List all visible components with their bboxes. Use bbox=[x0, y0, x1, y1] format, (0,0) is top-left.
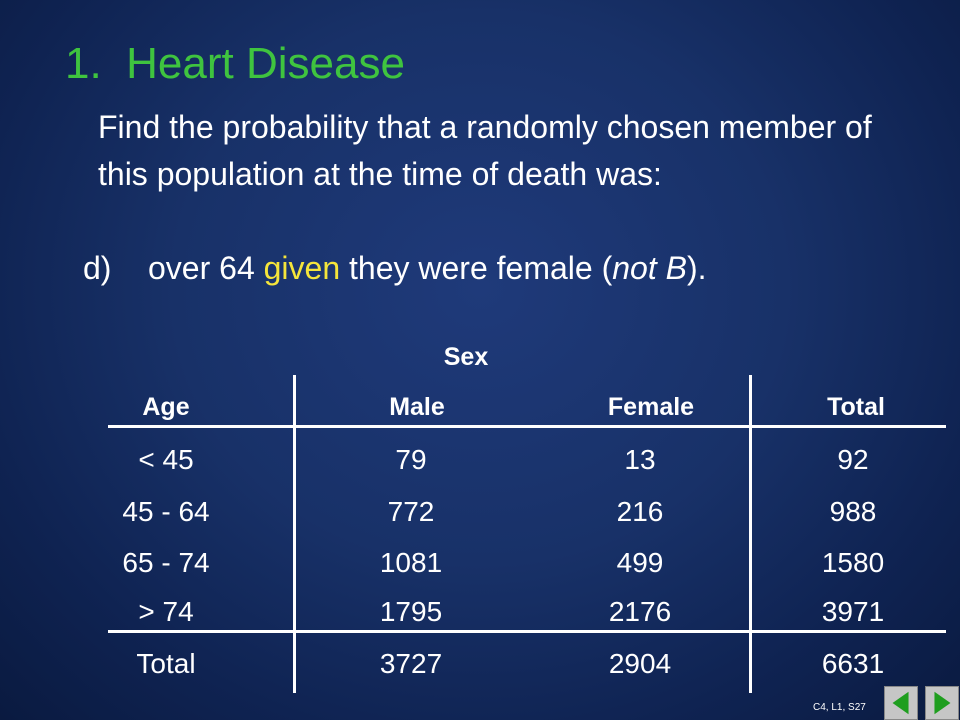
triangle-left-icon bbox=[892, 691, 909, 715]
table-cell: > 74 bbox=[138, 596, 194, 627]
table-header-total: Total bbox=[827, 393, 885, 421]
table-header-male: Male bbox=[389, 393, 445, 421]
table-cell: 45 - 64 bbox=[122, 496, 210, 527]
table-total-cell: Total bbox=[136, 648, 196, 679]
table-total-cell: 3727 bbox=[379, 648, 443, 679]
table-cell: 65 - 74 bbox=[122, 547, 210, 578]
question-text-end: ). bbox=[686, 250, 707, 286]
triangle-right-icon bbox=[934, 691, 951, 715]
table-cell: 79 bbox=[395, 444, 427, 475]
table-cell: 3971 bbox=[821, 596, 885, 627]
table-cell: 2176 bbox=[608, 596, 672, 627]
table-cell: 1795 bbox=[379, 596, 443, 627]
table-header-rule bbox=[108, 425, 946, 428]
table-cell: 1081 bbox=[379, 547, 443, 578]
table-cell: 988 bbox=[829, 496, 877, 527]
table-cell: 1580 bbox=[821, 547, 885, 578]
table-cell: 92 bbox=[837, 444, 869, 475]
slide-id-label: C4, L1, S27 bbox=[813, 702, 866, 713]
table-cell: 216 bbox=[616, 496, 664, 527]
question-italic-not-b: not B bbox=[612, 250, 687, 286]
table-cell: 772 bbox=[387, 496, 435, 527]
table-header-female: Female bbox=[607, 393, 695, 421]
table-cell: 13 bbox=[624, 444, 656, 475]
table-age-divider bbox=[293, 375, 296, 693]
table-total-rule bbox=[108, 630, 946, 633]
question-label: d) bbox=[83, 250, 112, 286]
previous-slide-button[interactable] bbox=[884, 686, 918, 720]
problem-statement: Find the probability that a randomly cho… bbox=[98, 109, 872, 192]
table-group-header-sex: Sex bbox=[443, 343, 489, 371]
table-total-divider bbox=[749, 375, 752, 693]
next-slide-button[interactable] bbox=[925, 686, 959, 720]
table-header-age: Age bbox=[142, 393, 190, 421]
question-highlight-given: given bbox=[263, 250, 341, 286]
table-total-cell: 2904 bbox=[608, 648, 672, 679]
table-total-cell: 6631 bbox=[821, 648, 885, 679]
question-text-before: over 64 bbox=[148, 250, 264, 286]
table-cell: 499 bbox=[616, 547, 664, 578]
question-text-after: they were female ( bbox=[340, 250, 613, 286]
slide-title: 1. Heart Disease bbox=[65, 39, 405, 88]
question-d: d) over 64 given they were female (not B)… bbox=[83, 250, 707, 287]
table-cell: < 45 bbox=[138, 444, 194, 475]
